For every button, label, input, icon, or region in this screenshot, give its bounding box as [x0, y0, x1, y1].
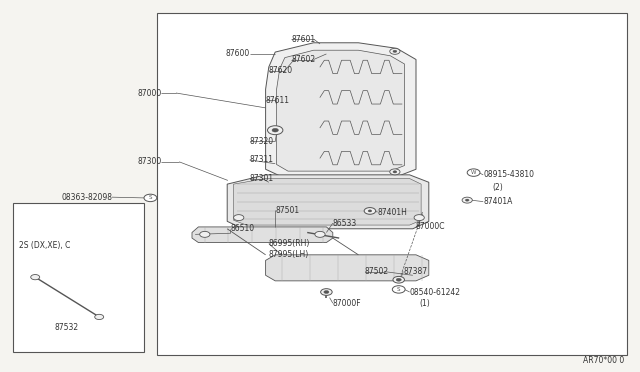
Circle shape: [324, 291, 329, 294]
Text: 87000: 87000: [137, 89, 161, 97]
Text: 87387: 87387: [403, 267, 428, 276]
Polygon shape: [234, 179, 421, 225]
Circle shape: [144, 194, 157, 202]
Polygon shape: [266, 255, 429, 281]
Text: 87601: 87601: [291, 35, 316, 44]
Text: W: W: [471, 170, 476, 175]
Text: (1): (1): [419, 299, 430, 308]
Text: 08363-82098: 08363-82098: [61, 193, 112, 202]
Text: 87620: 87620: [269, 66, 293, 75]
Circle shape: [234, 215, 244, 221]
Text: 08915-43810: 08915-43810: [483, 170, 534, 179]
Circle shape: [396, 278, 401, 281]
Polygon shape: [266, 43, 416, 177]
Bar: [13, 203, 144, 352]
Polygon shape: [192, 227, 333, 243]
Text: 87600: 87600: [225, 49, 250, 58]
Circle shape: [390, 48, 400, 54]
Text: 86510: 86510: [230, 224, 255, 233]
Circle shape: [272, 128, 278, 132]
Circle shape: [368, 210, 372, 212]
Circle shape: [315, 231, 325, 237]
Text: 08540-61242: 08540-61242: [410, 288, 461, 296]
Text: 87502: 87502: [365, 267, 389, 276]
Polygon shape: [227, 175, 429, 229]
Text: 87995(LH): 87995(LH): [269, 250, 309, 259]
Text: 87532: 87532: [54, 323, 79, 332]
Text: 87300: 87300: [137, 157, 161, 166]
Circle shape: [31, 275, 40, 280]
Bar: [157, 13, 627, 355]
Text: 87401H: 87401H: [378, 208, 408, 217]
Text: S: S: [397, 287, 401, 292]
Text: 86533: 86533: [333, 219, 357, 228]
Circle shape: [465, 199, 469, 201]
Circle shape: [467, 169, 480, 176]
Circle shape: [462, 197, 472, 203]
Circle shape: [268, 126, 283, 135]
Circle shape: [414, 215, 424, 221]
Circle shape: [393, 50, 397, 52]
Circle shape: [364, 208, 376, 214]
Text: 87401A: 87401A: [483, 197, 513, 206]
Text: 87320: 87320: [250, 137, 274, 146]
Text: 87501: 87501: [275, 206, 300, 215]
Text: 87301: 87301: [250, 174, 274, 183]
Text: 87611: 87611: [266, 96, 289, 105]
Circle shape: [390, 169, 400, 175]
Text: AR70*00 0: AR70*00 0: [583, 356, 624, 365]
Circle shape: [393, 276, 404, 283]
Circle shape: [200, 231, 210, 237]
Circle shape: [392, 286, 405, 293]
Text: 87602: 87602: [291, 55, 316, 64]
Text: 87000C: 87000C: [416, 222, 445, 231]
Text: 87000F: 87000F: [333, 299, 362, 308]
Circle shape: [95, 314, 104, 320]
Circle shape: [321, 289, 332, 295]
Text: 86995(RH): 86995(RH): [269, 239, 310, 248]
Circle shape: [393, 171, 397, 173]
Text: S: S: [148, 195, 152, 201]
Text: 2S (DX,XE), C: 2S (DX,XE), C: [19, 241, 70, 250]
Polygon shape: [276, 50, 404, 171]
Text: (2): (2): [493, 183, 504, 192]
Text: 87311: 87311: [250, 155, 274, 164]
